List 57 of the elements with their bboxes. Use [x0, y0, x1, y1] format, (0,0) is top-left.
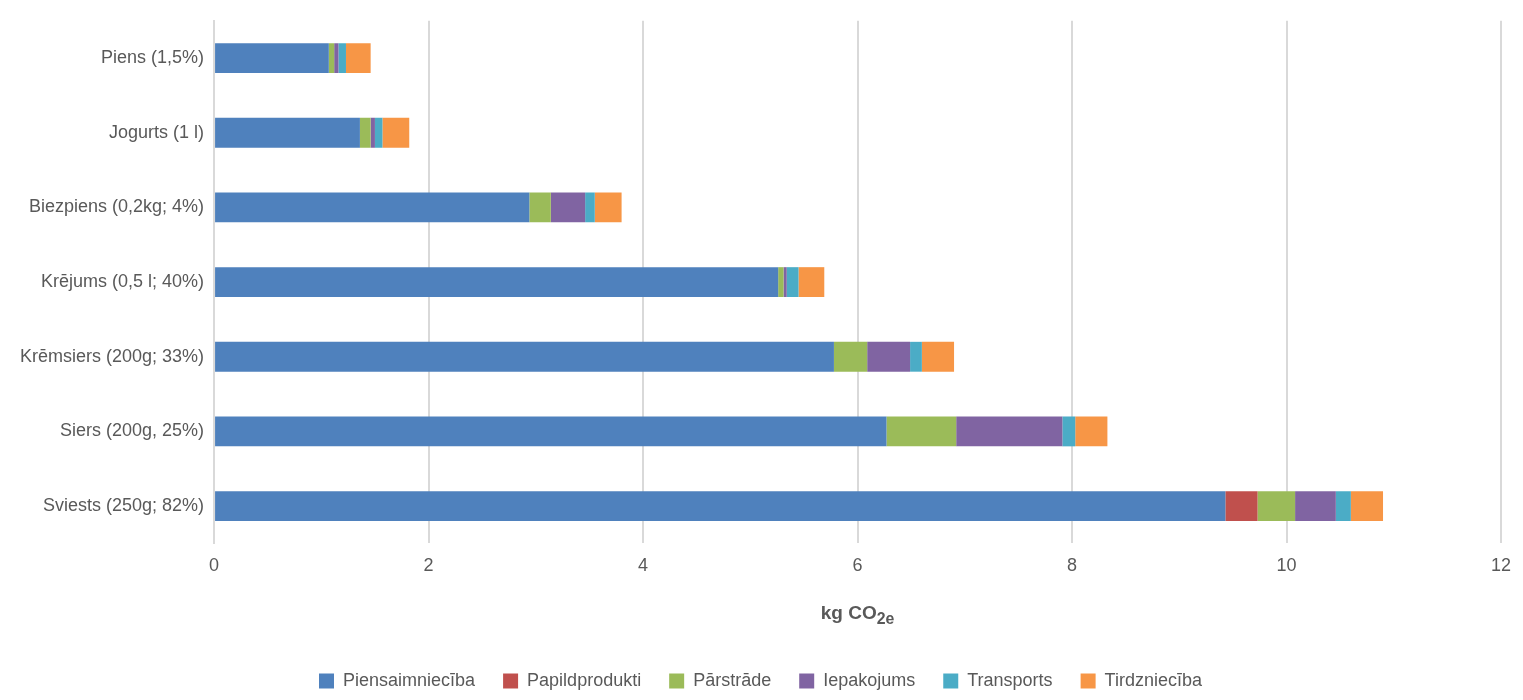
bar: [798, 267, 825, 298]
legend-label: Piensaimniecība: [343, 669, 477, 690]
bar: [334, 43, 339, 74]
y-tick-label: Krējums (0,5 l; 40%): [41, 271, 205, 292]
bar: [1075, 416, 1108, 447]
legend-label: Transports: [967, 669, 1053, 690]
y-tick-label: Piens (1,5%): [101, 47, 205, 68]
bar: [328, 43, 335, 74]
bar: [215, 341, 834, 372]
bar: [215, 43, 329, 74]
bar: [585, 192, 595, 223]
bar: [921, 341, 955, 372]
x-tick-label: 6: [852, 555, 863, 576]
y-tick-label: Sviests (250g; 82%): [42, 495, 205, 516]
bar: [374, 117, 383, 148]
bar: [1295, 491, 1336, 521]
legend-label: Papildprodukti: [527, 669, 642, 690]
bar: [910, 341, 922, 372]
y-tick-label: Siers (200g, 25%): [59, 420, 205, 441]
bar: [833, 341, 868, 372]
bar: [1350, 491, 1384, 521]
bar: [215, 192, 530, 223]
legend-label: Pārstrāde: [693, 669, 772, 690]
bar: [783, 267, 787, 298]
bar: [550, 192, 586, 223]
x-tick-label: 0: [209, 555, 220, 576]
bar: [594, 192, 622, 223]
x-tick-label: 12: [1490, 555, 1511, 576]
bar: [338, 43, 346, 74]
bar: [956, 416, 1063, 447]
bar: [215, 117, 360, 148]
bar: [215, 267, 779, 298]
bar: [867, 341, 911, 372]
x-axis-title: kg CO$_{2e}$: [820, 602, 895, 628]
bar: [1257, 491, 1296, 521]
x-tick-label: 2: [423, 555, 434, 576]
bar: [345, 43, 371, 74]
bar: [778, 267, 784, 298]
legend-label: Iepakojums: [823, 669, 916, 690]
bar: [1225, 491, 1258, 521]
bar: [1335, 491, 1351, 521]
x-tick-label: 8: [1067, 555, 1078, 576]
bar: [529, 192, 551, 223]
bar: [1062, 416, 1076, 447]
bar: [215, 416, 887, 447]
x-tick-label: 4: [638, 555, 649, 576]
y-tick-label: Biezpiens (0,2kg; 4%): [28, 196, 205, 217]
bar: [359, 117, 371, 148]
y-tick-label: Krēmsiers (200g; 33%): [19, 345, 205, 366]
bar: [886, 416, 957, 447]
bar: [786, 267, 799, 298]
legend-label: Tirdzniecība: [1104, 669, 1203, 690]
bar: [370, 117, 375, 148]
bar: [215, 491, 1226, 521]
y-tick-label: Jogurts (1 l): [109, 121, 205, 142]
x-tick-label: 10: [1276, 555, 1297, 576]
bar: [382, 117, 410, 148]
